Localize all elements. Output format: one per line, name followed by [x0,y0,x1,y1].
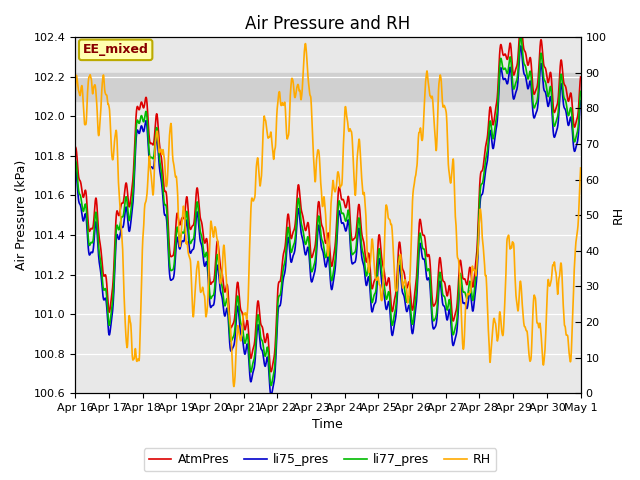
Line: li77_pres: li77_pres [75,36,580,385]
li77_pres [532,100,540,106]
X-axis label: Time: Time [312,419,343,432]
Line: RH: RH [75,44,580,386]
li75_pres [71,167,79,173]
li77_pres [517,33,525,39]
AtmPres [577,74,584,80]
Y-axis label: RH: RH [612,206,625,224]
Line: li75_pres: li75_pres [75,46,580,396]
li77_pres [475,225,483,231]
li75_pres [577,98,584,104]
li75_pres [475,236,483,241]
li77_pres [268,383,275,388]
RH [342,111,350,117]
li75_pres [268,393,275,398]
li77_pres [71,157,79,163]
AtmPres [212,250,220,256]
Title: Air Pressure and RH: Air Pressure and RH [245,15,410,33]
AtmPres [532,86,540,92]
RH [212,228,220,234]
RH [71,90,79,96]
AtmPres [517,19,525,25]
Line: AtmPres: AtmPres [75,22,580,372]
RH [547,281,554,287]
li75_pres [342,228,350,233]
RH [354,152,362,157]
li77_pres [577,88,584,94]
li75_pres [517,43,525,49]
Text: EE_mixed: EE_mixed [83,43,148,56]
li75_pres [547,94,554,99]
AtmPres [353,216,361,222]
li77_pres [212,264,220,269]
RH [230,384,237,389]
AtmPres [342,204,350,210]
li75_pres [532,109,540,115]
AtmPres [268,369,275,374]
li75_pres [353,241,361,247]
RH [532,312,540,317]
li75_pres [212,274,220,280]
Y-axis label: Air Pressure (kPa): Air Pressure (kPa) [15,160,28,270]
li77_pres [342,217,350,223]
RH [301,41,309,47]
AtmPres [547,70,554,75]
Bar [75,73,580,101]
AtmPres [475,212,483,217]
RH [475,230,483,236]
RH [577,165,584,171]
Legend: AtmPres, li75_pres, li77_pres, RH: AtmPres, li75_pres, li77_pres, RH [144,448,496,471]
li77_pres [547,84,554,89]
li77_pres [353,230,361,236]
AtmPres [71,144,79,149]
